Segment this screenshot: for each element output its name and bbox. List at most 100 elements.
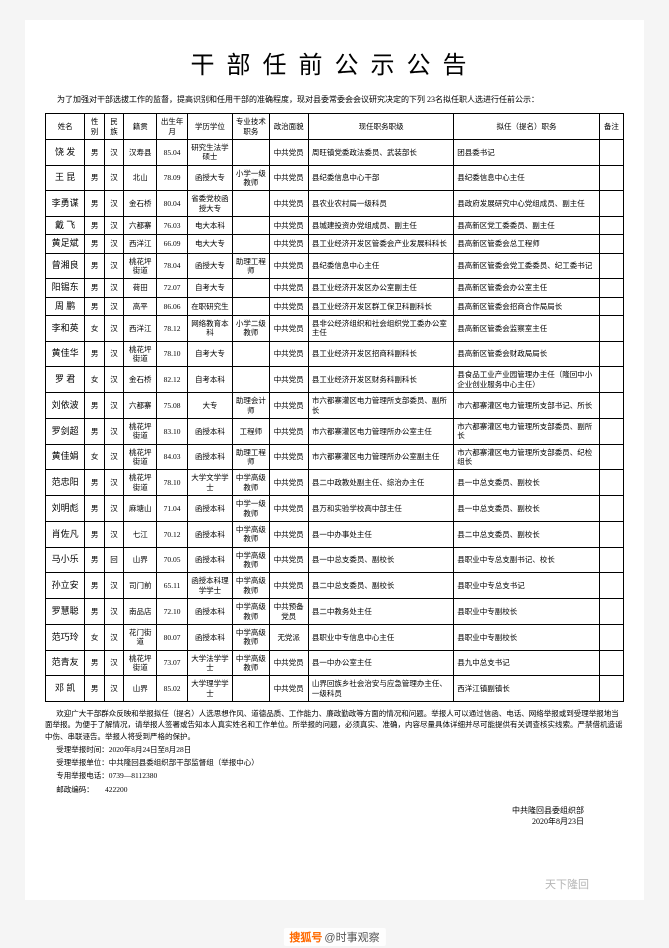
cell-edu: 函授本科理学学士 — [187, 573, 232, 599]
cell-name: 孙立安 — [46, 573, 85, 599]
cell-cur: 县工业经济开发区招商科副科长 — [308, 341, 453, 367]
cell-tech — [233, 676, 269, 702]
cell-native: 桃花坪街道 — [124, 444, 157, 470]
cell-sex: 男 — [85, 496, 104, 522]
column-header: 备注 — [599, 114, 623, 140]
cell-cur: 县二中总支委员、副校长 — [308, 573, 453, 599]
cell-edu: 大专 — [187, 393, 232, 419]
cell-tech: 助理工程师 — [233, 444, 269, 470]
cell-native: 七江 — [124, 521, 157, 547]
cell-edu: 函授本科 — [187, 521, 232, 547]
cell-note — [599, 367, 623, 393]
cell-sex: 女 — [85, 367, 104, 393]
cell-note — [599, 444, 623, 470]
cell-eth: 汉 — [104, 367, 123, 393]
cell-prop: 县九中总支书记 — [454, 650, 599, 676]
cell-name: 范忠阳 — [46, 470, 85, 496]
cell-tech: 助理会计师 — [233, 393, 269, 419]
cell-cur: 县一中总支委员、副校长 — [308, 547, 453, 573]
cell-tech — [233, 279, 269, 297]
cell-name: 曾湘良 — [46, 253, 85, 279]
cell-eth: 汉 — [104, 217, 123, 235]
cell-sex: 男 — [85, 676, 104, 702]
cell-pol: 中共党员 — [269, 650, 308, 676]
table-head: 姓名性别民族籍贯出生年月学历学位专业技术职务政治面貌现任职务职级拟任（提名）职务… — [46, 114, 624, 140]
cell-note — [599, 418, 623, 444]
table-row: 阳锡东男汉荷田72.07自考大专中共党员县工业经济开发区办公室副主任县高新区管委… — [46, 279, 624, 297]
cell-name: 肖佐凡 — [46, 521, 85, 547]
cell-note — [599, 235, 623, 253]
cell-note — [599, 496, 623, 522]
cell-native: 桃花坪街道 — [124, 470, 157, 496]
cell-cur: 县农业农村局一级科员 — [308, 191, 453, 217]
cell-prop: 市六都寨灌区电力管理所支部委员、副所长 — [454, 418, 599, 444]
cell-edu: 自考大专 — [187, 341, 232, 367]
cell-native: 北山 — [124, 165, 157, 191]
cell-edu: 在职研究生 — [187, 297, 232, 315]
cell-tech — [233, 297, 269, 315]
cell-note — [599, 393, 623, 419]
cell-cur: 县非公经济组织和社会组织党工委办公室主任 — [308, 315, 453, 341]
cell-eth: 汉 — [104, 279, 123, 297]
sign-date: 2020年8月23日 — [45, 816, 584, 827]
cell-cur: 市六都寨灌区电力管理所办公室主任 — [308, 418, 453, 444]
column-header: 现任职务职级 — [308, 114, 453, 140]
cell-eth: 汉 — [104, 444, 123, 470]
table-row: 曾湘良男汉桃花坪街道78.04函授大专助理工程师中共党员县纪委信息中心主任县高新… — [46, 253, 624, 279]
cell-note — [599, 341, 623, 367]
cell-birth: 78.09 — [157, 165, 187, 191]
cell-birth: 85.04 — [157, 139, 187, 165]
cell-edu: 自考本科 — [187, 367, 232, 393]
cell-note — [599, 165, 623, 191]
cell-eth: 汉 — [104, 297, 123, 315]
cell-note — [599, 599, 623, 625]
cell-cur: 县工业经济开发区财务科副科长 — [308, 367, 453, 393]
cell-eth: 汉 — [104, 253, 123, 279]
cell-cur: 县二中教务处主任 — [308, 599, 453, 625]
cell-cur: 市六都寨灌区电力管理所办公室副主任 — [308, 444, 453, 470]
table-row: 饶 发男汉汉寿县85.04研究生法学硕士中共党员周旺镇党委政法委员、武装部长团县… — [46, 139, 624, 165]
cell-tech — [233, 367, 269, 393]
cell-pol: 中共党员 — [269, 547, 308, 573]
cell-tech — [233, 191, 269, 217]
cell-sex: 女 — [85, 444, 104, 470]
cell-pol: 中共党员 — [269, 165, 308, 191]
cell-note — [599, 676, 623, 702]
cell-eth: 汉 — [104, 191, 123, 217]
cell-pol: 中共党员 — [269, 235, 308, 253]
table-row: 周 鹏男汉高平86.06在职研究生中共党员县工业经济开发区群工保卫科副科长县高新… — [46, 297, 624, 315]
cell-edu: 函授本科 — [187, 624, 232, 650]
cell-eth: 汉 — [104, 676, 123, 702]
cell-name: 黄佳娟 — [46, 444, 85, 470]
cell-birth: 78.12 — [157, 315, 187, 341]
cell-pol: 中共党员 — [269, 297, 308, 315]
cell-tech: 中学高级教师 — [233, 470, 269, 496]
cell-prop: 县二中总支委员、副校长 — [454, 521, 599, 547]
table-row: 李勇谋男汉金石桥80.04省委党校函授大专中共党员县农业农村局一级科员县政府发展… — [46, 191, 624, 217]
cell-birth: 78.04 — [157, 253, 187, 279]
cell-prop: 县职业中专总支副书记、校长 — [454, 547, 599, 573]
cell-cur: 县万和实验学校高中部主任 — [308, 496, 453, 522]
column-header: 籍贯 — [124, 114, 157, 140]
cell-prop: 县纪委信息中心主任 — [454, 165, 599, 191]
cell-sex: 男 — [85, 521, 104, 547]
cell-edu: 函授本科 — [187, 547, 232, 573]
table-row: 李和英女汉西洋江78.12网络教育本科小学二级教师中共党员县非公经济组织和社会组… — [46, 315, 624, 341]
cell-edu: 电大大专 — [187, 235, 232, 253]
cell-eth: 回 — [104, 547, 123, 573]
cell-sex: 男 — [85, 573, 104, 599]
cell-sex: 男 — [85, 547, 104, 573]
footer-line: 受理举报时间：2020年8月24日至8月28日 — [45, 744, 624, 755]
cell-cur: 山界回族乡社会治安与应急管理办主任、一级科员 — [308, 676, 453, 702]
cell-pol: 中共党员 — [269, 393, 308, 419]
cell-edu: 函授本科 — [187, 599, 232, 625]
cell-note — [599, 650, 623, 676]
cell-tech: 工程师 — [233, 418, 269, 444]
cell-native: 桃花坪街道 — [124, 341, 157, 367]
cell-birth: 73.07 — [157, 650, 187, 676]
cell-name: 范青友 — [46, 650, 85, 676]
cell-name: 马小乐 — [46, 547, 85, 573]
watermark-text: 天下隆回 — [545, 876, 589, 892]
cell-eth: 汉 — [104, 624, 123, 650]
cell-name: 饶 发 — [46, 139, 85, 165]
